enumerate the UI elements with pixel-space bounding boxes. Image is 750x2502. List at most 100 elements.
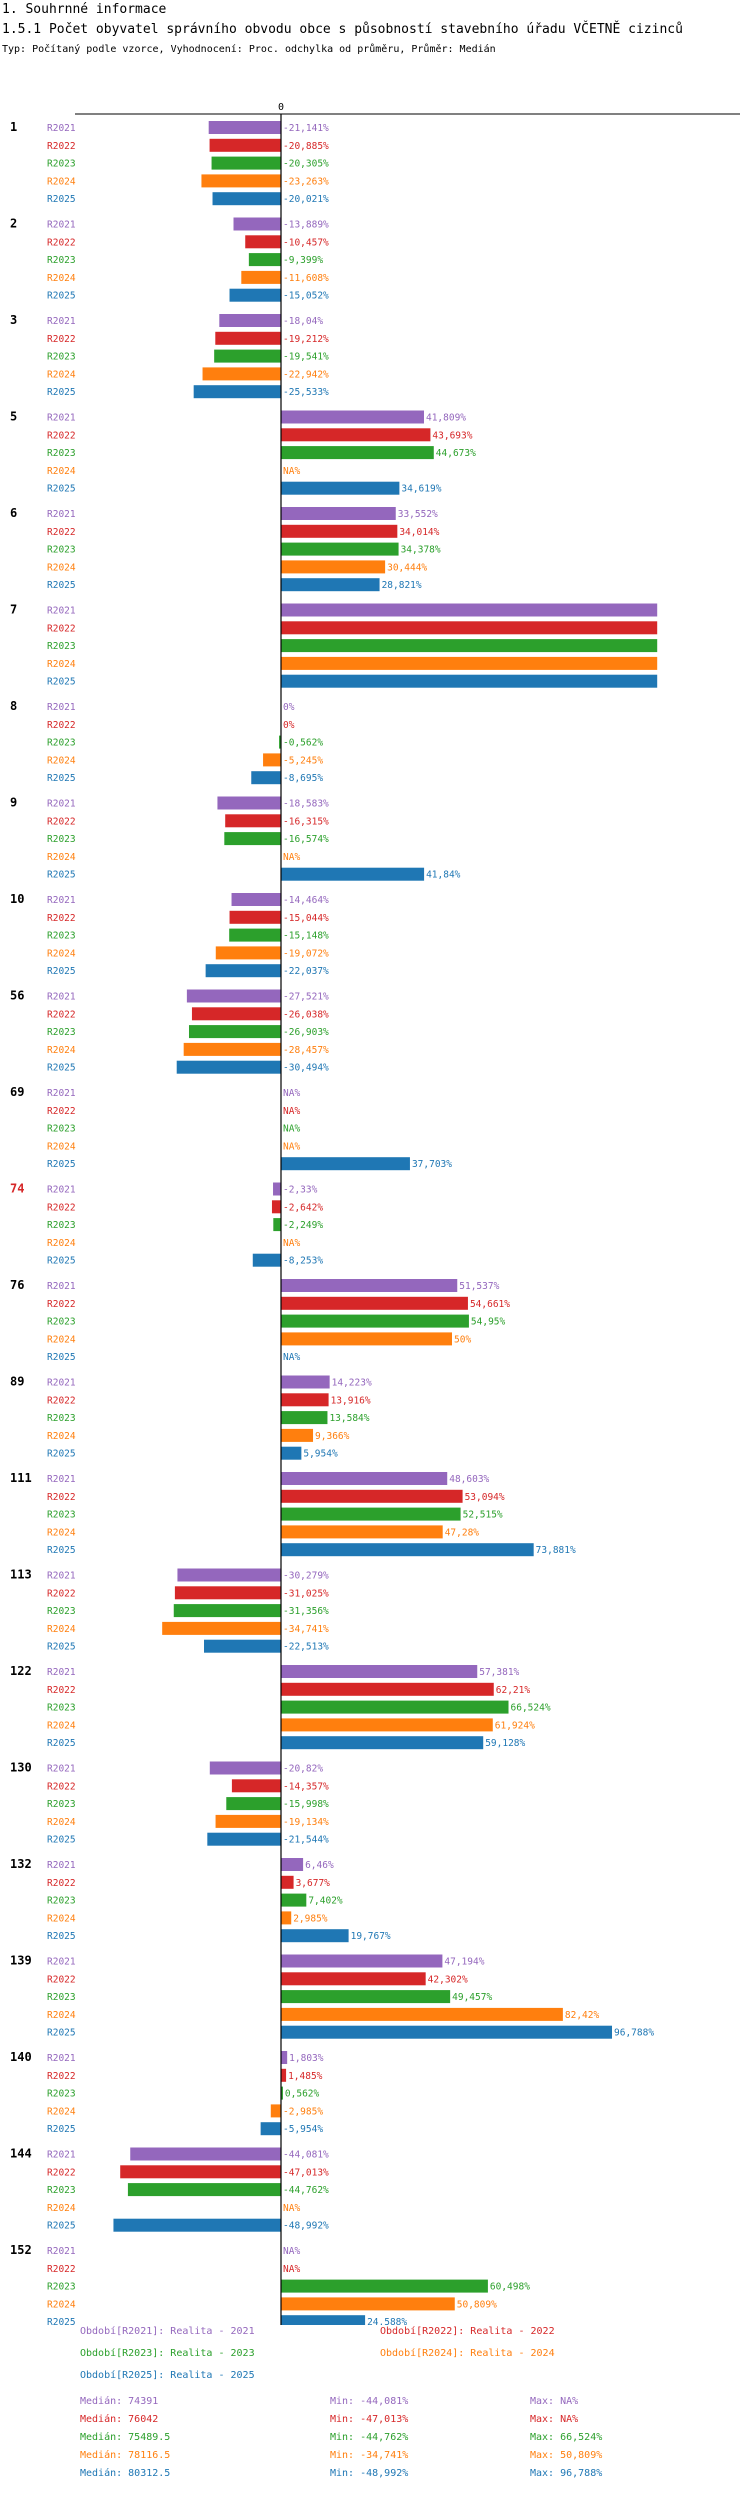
bar [191,1007,281,1021]
stat-min: Min: -44,081% [330,2396,409,2407]
data-label: -15,148% [283,931,329,942]
series-label: R2025 [47,1449,76,1460]
series-label: R2025 [47,1835,76,1846]
data-label: -2,985% [283,2106,323,2117]
data-label: -47,013% [283,2167,329,2178]
bar [260,2122,281,2136]
data-label: -44,081% [283,2150,329,2161]
bar [215,946,281,960]
bar [281,1428,314,1442]
category-label: 122 [10,1664,32,1678]
series-label: R2024 [47,2203,76,2214]
bar [281,2051,288,2064]
series-label: R2025 [47,194,76,205]
series-label: R2022 [47,720,76,731]
series-label: R2022 [47,1492,76,1503]
data-label: 73,881% [536,1545,576,1556]
series-label: R2023 [47,255,76,266]
series-label: R2023 [47,738,76,749]
stat-min: Min: -47,013% [330,2414,409,2425]
data-label: 19,767% [351,1931,391,1942]
bar [281,1157,410,1171]
bar [281,1972,426,1986]
series-label: R2022 [47,141,76,152]
series-label: R2021 [47,1474,76,1485]
data-label: 41,84% [426,870,461,881]
bar [245,235,281,249]
bar [279,735,281,749]
bar [130,2147,281,2161]
section-title: 1. Souhrnné informace [2,2,167,17]
data-label: -5,245% [283,755,323,766]
legend-item: Období[R2021]: Realita - 2021 [80,2326,255,2337]
bar [281,621,658,635]
data-label: 52,515% [463,1510,503,1521]
series-label: R2025 [47,1738,76,1749]
data-label: -34,741% [283,1624,329,1635]
data-label: NA% [283,2203,300,2214]
series-label: R2021 [47,220,76,231]
series-label: R2024 [47,2106,76,2117]
data-label: -20,305% [283,159,329,170]
bar [281,2297,455,2311]
bar [281,1314,469,1328]
data-label: -2,249% [283,1220,323,1231]
series-label: R2021 [47,413,76,424]
category-label: 144 [10,2147,32,2161]
data-label: -22,942% [283,369,329,380]
bar [281,1911,292,1925]
bar [176,1060,281,1074]
series-label: R2024 [47,1141,76,1152]
bar [281,2025,613,2039]
bar [281,2068,287,2082]
data-label: -15,044% [283,913,329,924]
bar [193,385,281,399]
data-label: -19,541% [283,352,329,363]
data-label: 47,28% [445,1527,480,1538]
series-label: R2025 [47,2221,76,2232]
series-label: R2025 [47,1642,76,1653]
bar [281,1736,484,1750]
data-label: -27,521% [283,992,329,1003]
series-label: R2023 [47,1413,76,1424]
category-label: 132 [10,1857,32,1871]
data-label: 47,194% [444,1957,484,1968]
series-label: R2021 [47,2246,76,2257]
stat-median: Medián: 75489.5 [80,2432,171,2443]
data-label: 54,661% [470,1299,510,1310]
series-label: R2025 [47,870,76,881]
category-label: 8 [10,699,17,713]
series-label: R2023 [47,545,76,556]
series-label: R2021 [47,2053,76,2064]
data-label: -19,134% [283,1817,329,1828]
series-label: R2021 [47,1378,76,1389]
data-label: 5,954% [303,1449,338,1460]
series-label: R2023 [47,1703,76,1714]
data-label: 54,95% [471,1317,506,1328]
data-label: 50% [454,1334,471,1345]
stat-max: Max: 96,788% [530,2468,603,2479]
legend-item: Období[R2025]: Realita - 2025 [80,2370,255,2381]
data-label: -28,457% [283,1045,329,1056]
bar [215,331,281,345]
data-label: 62,21% [496,1685,531,1696]
bar [281,2279,488,2293]
series-label: R2022 [47,1878,76,1889]
bar [281,2007,563,2021]
category-label: 139 [10,1954,32,1968]
data-label: 1,803% [289,2053,324,2064]
series-label: R2025 [47,677,76,688]
series-label: R2023 [47,2089,76,2100]
series-label: R2024 [47,1624,76,1635]
bar [233,217,281,231]
data-label: -22,513% [283,1642,329,1653]
category-label: 6 [10,506,17,520]
bar [281,578,380,592]
series-label: R2024 [47,948,76,959]
data-label: -16,315% [283,816,329,827]
series-label: R2024 [47,659,76,670]
data-label: 14,223% [332,1378,372,1389]
category-label: 10 [10,892,24,906]
series-label: R2024 [47,1527,76,1538]
data-label: 61,924% [495,1720,535,1731]
